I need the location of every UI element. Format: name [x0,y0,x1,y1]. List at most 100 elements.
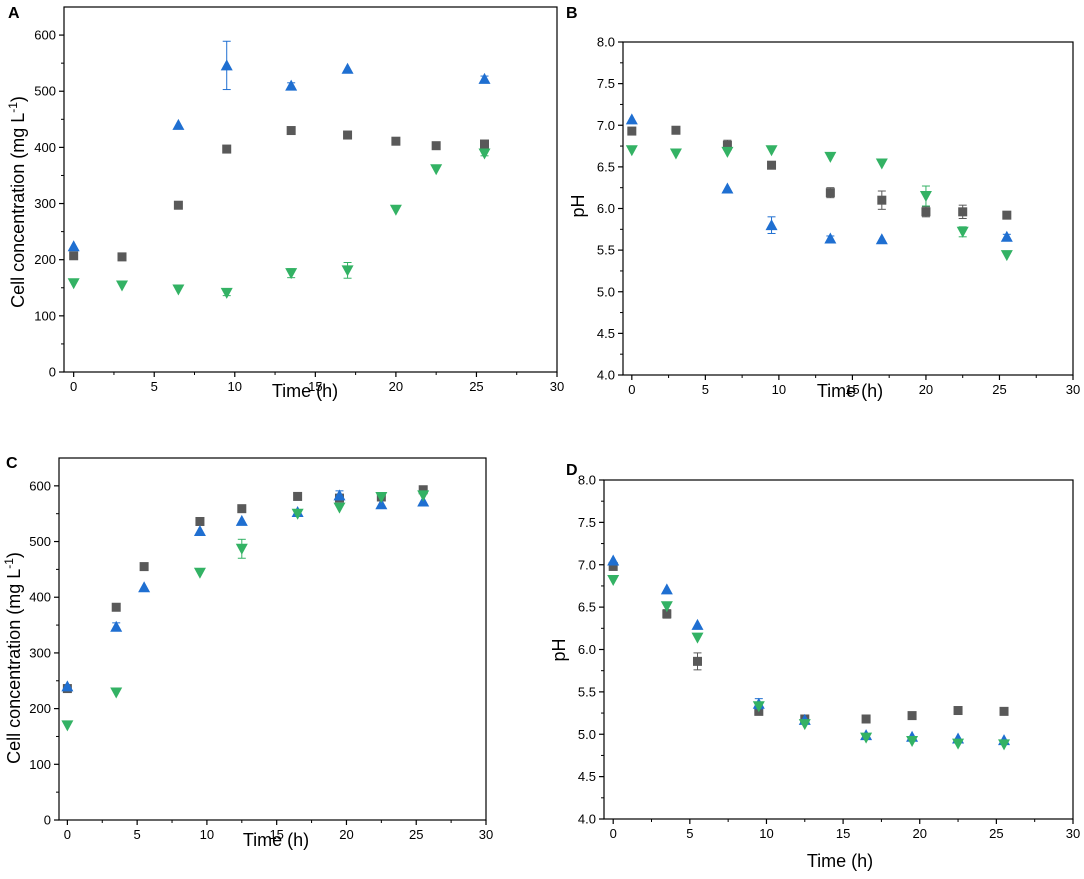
y-tick-label: 500 [34,84,56,99]
data-point-triangle-up [138,581,151,593]
y-tick-label: 100 [29,757,51,772]
plot-frame [58,457,487,821]
data-point-triangle-down [67,278,80,290]
series-square [69,126,489,262]
y-axis-label: pH [568,194,588,217]
data-point-triangle-down [956,226,969,238]
data-point-triangle-up [824,232,837,244]
y-tick-label: 0 [49,365,56,380]
y-tick-label: 6.0 [578,642,596,657]
data-point-triangle-up [375,498,388,510]
x-tick-label: 25 [409,827,423,842]
y-axis-label-end: ) [4,552,24,558]
x-tick-label: 25 [989,826,1003,841]
x-axis-label: Time (h) [817,381,883,401]
data-point-triangle-down [824,151,837,163]
y-tick-label: 200 [34,252,56,267]
panel-d: D pH Time (h) 0 5 10 15 20 25 30 4.0 4.5 5.0 5.5 6.… [549,462,1080,871]
data-point-square [391,136,401,146]
y-tick-label: 6.5 [597,159,615,174]
data-point-triangle-up [660,583,673,595]
data-point-square [907,711,917,721]
y-tick-label: 6.0 [597,201,615,216]
data-point-triangle-down [172,284,185,296]
data-point-square [999,706,1009,716]
y-tick-label: 5.5 [578,684,596,699]
data-point-square [431,141,441,151]
x-axis-label: Time (h) [272,381,338,401]
plot-frame [622,41,1074,376]
x-tick-label: 5 [686,826,693,841]
series-triangle-up [61,489,430,692]
data-point-square [117,252,127,262]
y-tick-label: 600 [29,478,51,493]
x-tick-label: 30 [1066,382,1080,397]
x-tick-label: 20 [919,382,933,397]
data-point-triangle-down [798,719,811,731]
data-point-triangle-up [110,620,123,632]
x-tick-label: 25 [992,382,1006,397]
data-point-triangle-down [116,280,128,292]
data-point-triangle-up [691,618,704,630]
data-point-triangle-down [110,687,123,699]
data-point-triangle-down [765,145,778,157]
x-tick-label: 10 [228,379,242,394]
data-point-square [722,140,732,150]
data-point-square [237,504,247,514]
y-tick-label: 100 [34,308,56,323]
data-point-triangle-down [906,736,919,748]
data-point-square [671,125,681,135]
data-point-square [608,561,618,571]
y-tick-label: 7.5 [578,515,596,530]
x-axis-label: Time (h) [243,830,309,850]
series-triangle-up [67,40,491,252]
series-triangle-up [625,113,1013,245]
y-tick-label: 7.0 [578,557,596,572]
y-axis-label-sup: -1 [2,558,16,569]
data-point-triangle-down [875,158,888,170]
y-axis-label: Cell concentration (mg L-1) [2,552,24,764]
y-tick-label: 4.5 [578,769,596,784]
data-point-triangle-up [478,72,491,84]
data-point-square [767,160,777,170]
y-axis-label: pH [549,638,569,661]
data-point-triangle-up [285,79,298,91]
data-point-square [195,516,205,526]
data-point-triangle-down [625,145,638,157]
data-point-triangle-down [430,164,443,176]
data-point-square [692,656,702,666]
data-point-triangle-down [417,490,430,502]
x-tick-label: 30 [1066,826,1080,841]
data-point-square [343,130,353,140]
x-tick-label: 20 [389,379,403,394]
x-tick-label: 20 [339,827,353,842]
y-axis-label-main: Cell concentration (mg L [8,113,28,308]
data-point-triangle-down [389,204,402,216]
y-tick-label: 7.0 [597,118,615,133]
data-point-triangle-down [193,567,206,579]
x-tick-label: 30 [479,827,493,842]
y-tick-label: 4.0 [597,368,615,383]
data-point-triangle-up [235,514,248,526]
y-tick-label: 500 [29,534,51,549]
panel-label: C [6,455,18,472]
y-tick-label: 6.5 [578,600,596,615]
y-tick-label: 400 [34,140,56,155]
y-axis-label-main: Cell concentration (mg L [4,569,24,764]
data-point-square [293,491,303,501]
data-point-triangle-down [607,575,620,587]
data-point-square [861,714,871,724]
x-axis-label: Time (h) [807,851,873,871]
data-point-triangle-down [919,191,932,203]
panel-b: B pH Time (h) 0 5 10 15 20 25 30 4.0 4.5 5.0 5.5 6.… [566,5,1080,401]
y-tick-label: 400 [29,590,51,605]
data-point-triangle-down [669,148,682,160]
series-triangle-down [61,490,430,732]
y-tick-label: 600 [34,28,56,43]
panel-label: A [8,5,20,22]
data-point-square [825,188,835,198]
data-point-triangle-down [721,146,734,158]
series-square [608,561,1009,724]
data-point-square [662,609,672,619]
